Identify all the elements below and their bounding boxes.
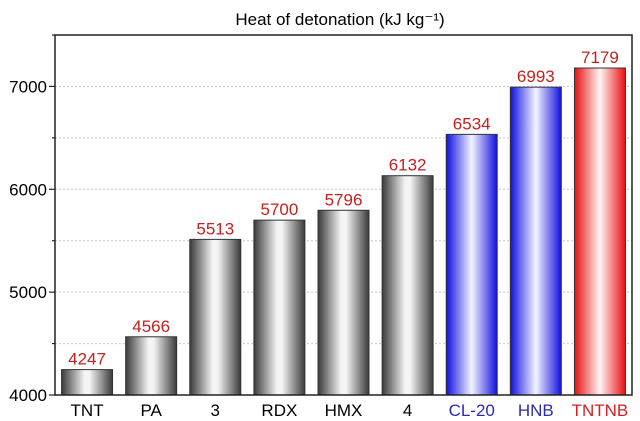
- data-label: 5700: [260, 200, 298, 219]
- plot-frame: [54, 34, 633, 396]
- bar-4: [381, 175, 434, 396]
- y-tick-label: 7000: [9, 77, 47, 96]
- x-tick-label: HNB: [518, 401, 554, 420]
- bar-tnt: [61, 369, 114, 396]
- data-label: 4247: [68, 350, 106, 369]
- y-tick-label: 5000: [9, 283, 47, 302]
- data-label: 4566: [132, 317, 170, 336]
- x-tick-label: PA: [140, 401, 162, 420]
- bar-rdx: [253, 219, 306, 396]
- chart-title: Heat of detonation (kJ kg⁻¹): [235, 10, 444, 29]
- x-tick-label: CL-20: [449, 401, 495, 420]
- data-label: 6993: [517, 67, 555, 86]
- x-tick-label: HMX: [325, 401, 363, 420]
- data-label: 7179: [581, 48, 619, 67]
- x-tick-label: 3: [211, 401, 220, 420]
- bar-pa: [125, 336, 178, 396]
- y-tick-label: 4000: [9, 386, 47, 405]
- data-label: 5796: [325, 190, 363, 209]
- data-label: 6534: [453, 114, 491, 133]
- bar-hmx: [317, 209, 370, 396]
- bar-3: [189, 238, 242, 396]
- bar-hnb: [509, 86, 562, 396]
- data-label: 6132: [389, 156, 427, 175]
- bar-cl-20: [445, 133, 498, 396]
- x-tick-label: TNTNB: [572, 401, 629, 420]
- x-tick-label: RDX: [261, 401, 297, 420]
- bar-tntnb: [573, 67, 626, 396]
- y-tick-label: 6000: [9, 180, 47, 199]
- x-tick-label: TNT: [71, 401, 104, 420]
- data-label: 5513: [196, 219, 234, 238]
- x-tick-label: 4: [403, 401, 412, 420]
